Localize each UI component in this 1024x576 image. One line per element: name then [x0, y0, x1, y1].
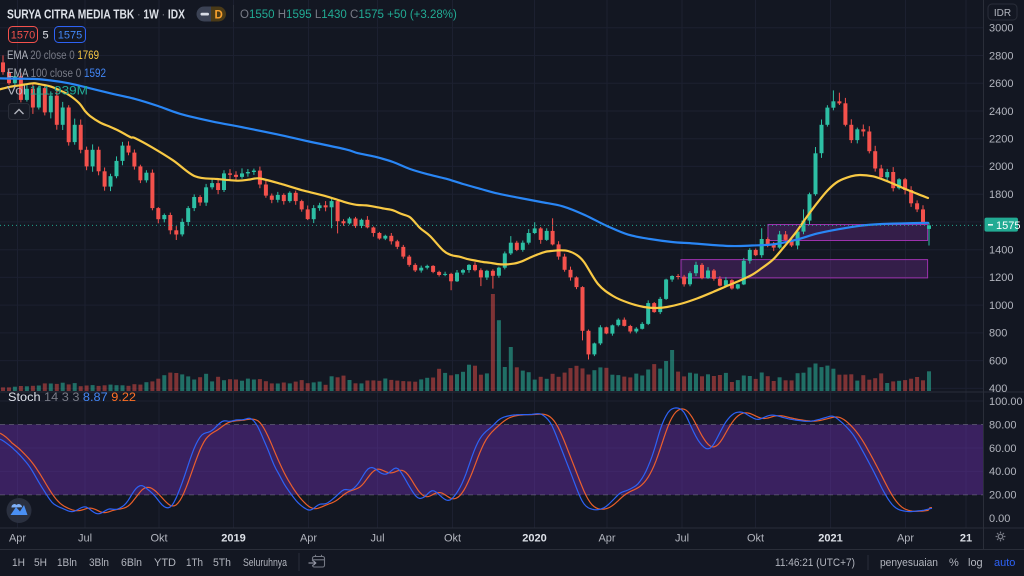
svg-text:IDR: IDR — [994, 8, 1011, 19]
svg-text:auto: auto — [994, 557, 1015, 569]
svg-text:1Bln: 1Bln — [57, 557, 77, 569]
svg-text:1800: 1800 — [989, 189, 1013, 201]
svg-text:YTD: YTD — [154, 557, 176, 569]
svg-text:penyesuaian: penyesuaian — [880, 557, 938, 569]
svg-text:40.00: 40.00 — [989, 466, 1017, 478]
svg-text:1H: 1H — [12, 557, 25, 569]
svg-text:Stoch 14 3 3 8.87 9.22: Stoch 14 3 3 8.87 9.22 — [8, 392, 136, 404]
svg-text:EMA 20 close 0 1769: EMA 20 close 0 1769 — [7, 50, 99, 62]
svg-text:60.00: 60.00 — [989, 443, 1017, 455]
svg-text:0.00: 0.00 — [989, 513, 1010, 525]
svg-text:D: D — [215, 9, 223, 21]
svg-text:2200: 2200 — [989, 134, 1013, 146]
svg-text:Jul: Jul — [370, 533, 384, 545]
svg-text:800: 800 — [989, 328, 1007, 340]
svg-text:Vol 111.939M: Vol 111.939M — [7, 86, 88, 98]
svg-text:2021: 2021 — [818, 533, 842, 545]
svg-text:1400: 1400 — [989, 245, 1013, 257]
svg-text:100.00: 100.00 — [989, 396, 1023, 408]
svg-text:1Th: 1Th — [186, 557, 203, 569]
svg-text:log: log — [968, 557, 983, 569]
svg-text:Apr: Apr — [598, 533, 615, 545]
svg-text:Okt: Okt — [444, 533, 461, 545]
svg-text:80.00: 80.00 — [989, 419, 1017, 431]
svg-text:1570: 1570 — [11, 29, 35, 41]
svg-text:1575: 1575 — [58, 29, 82, 41]
svg-text:21: 21 — [960, 533, 972, 545]
svg-text:Okt: Okt — [150, 533, 167, 545]
svg-text:SURYA CITRA MEDIA TBK · 1W · I: SURYA CITRA MEDIA TBK · 1W · IDX — [7, 7, 185, 22]
svg-text:1200: 1200 — [989, 272, 1013, 284]
svg-text:2019: 2019 — [221, 533, 245, 545]
svg-text:1575: 1575 — [996, 220, 1020, 232]
svg-text:11:46:21 (UTC+7): 11:46:21 (UTC+7) — [775, 557, 855, 569]
svg-text:2400: 2400 — [989, 106, 1013, 118]
svg-text:%: % — [949, 557, 959, 569]
svg-text:5Th: 5Th — [213, 557, 231, 569]
svg-text:Jul: Jul — [675, 533, 689, 545]
svg-text:2020: 2020 — [522, 533, 546, 545]
svg-text:2800: 2800 — [989, 50, 1013, 62]
svg-text:Okt: Okt — [747, 533, 764, 545]
svg-text:O1550 H1595 L1430 C1575 +50: O1550 H1595 L1430 C1575 +50 (+3.28%) — [240, 9, 457, 21]
svg-text:1000: 1000 — [989, 300, 1013, 312]
svg-text:Apr: Apr — [897, 533, 914, 545]
svg-text:5: 5 — [42, 29, 48, 41]
svg-text:2000: 2000 — [989, 161, 1013, 173]
svg-text:EMA 100 close 0 1592: EMA 100 close 0 1592 — [7, 68, 106, 80]
svg-text:Jul: Jul — [78, 533, 92, 545]
svg-text:6Bln: 6Bln — [121, 557, 142, 569]
svg-text:3000: 3000 — [989, 23, 1013, 35]
svg-text:20.00: 20.00 — [989, 490, 1017, 502]
svg-text:2600: 2600 — [989, 78, 1013, 90]
svg-text:Seluruhnya: Seluruhnya — [243, 557, 288, 569]
svg-text:Apr: Apr — [9, 533, 26, 545]
svg-text:600: 600 — [989, 355, 1007, 367]
svg-text:3Bln: 3Bln — [89, 557, 109, 569]
svg-text:400: 400 — [989, 383, 1007, 395]
svg-text:Apr: Apr — [300, 533, 317, 545]
svg-text:5H: 5H — [34, 557, 47, 569]
